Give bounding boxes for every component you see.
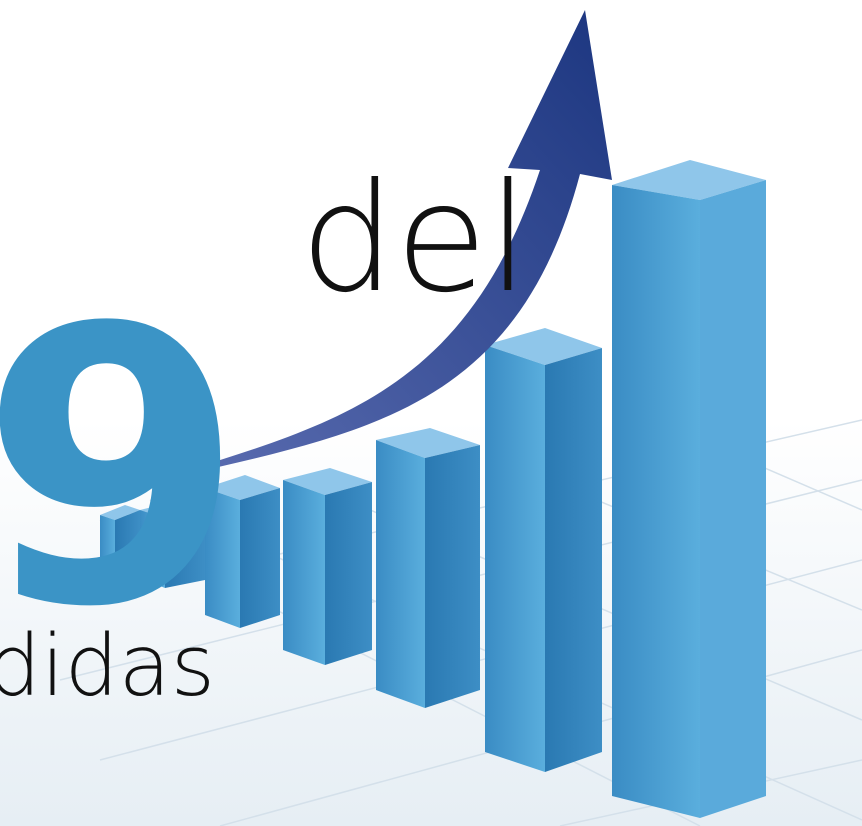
headline-word: del [300,152,529,326]
headline-number: 9 [0,247,244,690]
headline-tail: ndidas [0,617,215,716]
arrow [188,10,612,474]
bars [100,160,766,818]
